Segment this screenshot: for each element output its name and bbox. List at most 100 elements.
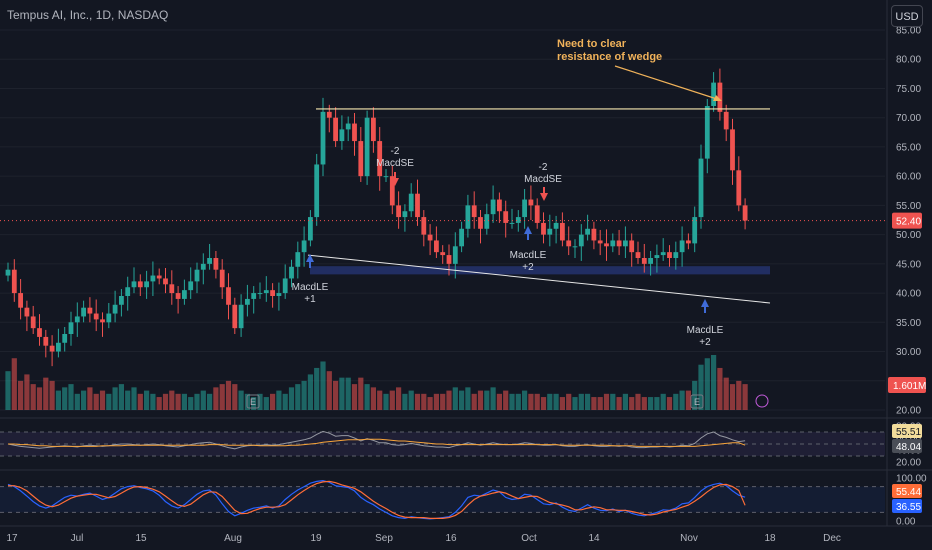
volume-bar [307,374,313,410]
candle [641,243,647,273]
volume-bar [251,397,257,410]
candle-body [377,141,383,177]
candle-body [515,217,521,223]
volume-bar [377,390,383,410]
candle-body [553,222,559,229]
candle-body [509,222,515,224]
candle [251,286,257,314]
volume-bar [679,390,685,410]
volume-bar [553,393,559,410]
volume-bar [74,393,80,410]
candle-body [106,313,112,323]
volume-bar [131,387,137,410]
volume-bar [383,393,389,410]
volume-bar [225,380,232,410]
candle-body [257,293,263,295]
volume-bar [144,390,150,410]
candle [742,198,748,230]
candle-body [289,266,294,279]
candle [440,245,446,264]
candle [383,169,389,182]
candle-body [308,217,313,241]
volume-bar [99,390,106,410]
candle [188,267,194,299]
candle-body [119,296,124,305]
candle-body [156,275,162,279]
time-tick-label: Oct [521,533,537,544]
candle [150,261,156,296]
price-tick-label: 80.00 [896,55,921,66]
candle-body [578,234,584,247]
candle [408,183,414,218]
candle-body [421,217,427,235]
rsi-value-label: 55.51 [896,427,921,438]
candle [648,250,653,276]
candle [87,297,93,323]
candle [263,276,269,302]
candle [282,264,288,299]
volume-bar [421,393,427,410]
candle [226,273,231,320]
candle-body [37,328,42,337]
volume-bar [629,397,635,410]
candle [396,191,401,229]
candle [604,229,609,261]
candle [730,118,735,185]
time-tick-label: Sep [375,533,393,544]
time-tick-label: Jul [71,533,84,544]
candle [200,253,206,285]
candle [30,305,36,334]
candle-body [364,117,370,177]
signal-label: MacdLE [510,250,547,261]
candle [629,233,635,267]
volume-bar [446,390,452,410]
volume-bar [295,384,301,410]
candle [635,241,641,264]
volume-bar [351,384,358,410]
wedge-support-line [307,254,771,304]
volume-bar [36,387,43,410]
candle [137,274,143,296]
candle [106,303,112,329]
volume-bar [30,384,36,410]
candle [667,245,672,267]
volume-bar [572,397,578,410]
time-tick-label: 15 [135,533,147,544]
candle [345,116,351,142]
candle [465,194,471,238]
candle [484,203,490,235]
volume-bar [93,393,99,410]
candle [566,226,572,256]
candle [175,286,181,314]
candle-body [654,255,660,258]
candle-body [585,228,590,235]
candle-body [345,123,351,130]
candle [11,259,17,302]
candle-body [503,211,509,223]
volume-badge [888,377,926,393]
price-grid [0,29,885,411]
candle [93,299,99,332]
candle-body [686,240,691,244]
volume-bar [414,393,421,410]
candle [585,214,590,241]
candle-body [692,217,698,244]
candle [723,104,729,142]
candle [339,115,345,150]
volume-bar [188,397,194,410]
candle-body [282,278,288,294]
candle-body [673,252,679,258]
candle [257,282,263,299]
volume-bars [5,355,748,410]
volume-bar [5,371,11,410]
candle-body [263,290,269,294]
volume-bar [459,390,465,410]
volume-bar [81,390,87,410]
candle-body [175,293,181,299]
candle [68,311,74,346]
candle-body [465,205,471,229]
currency-button[interactable]: USD [891,5,923,27]
candle-body [18,293,23,308]
